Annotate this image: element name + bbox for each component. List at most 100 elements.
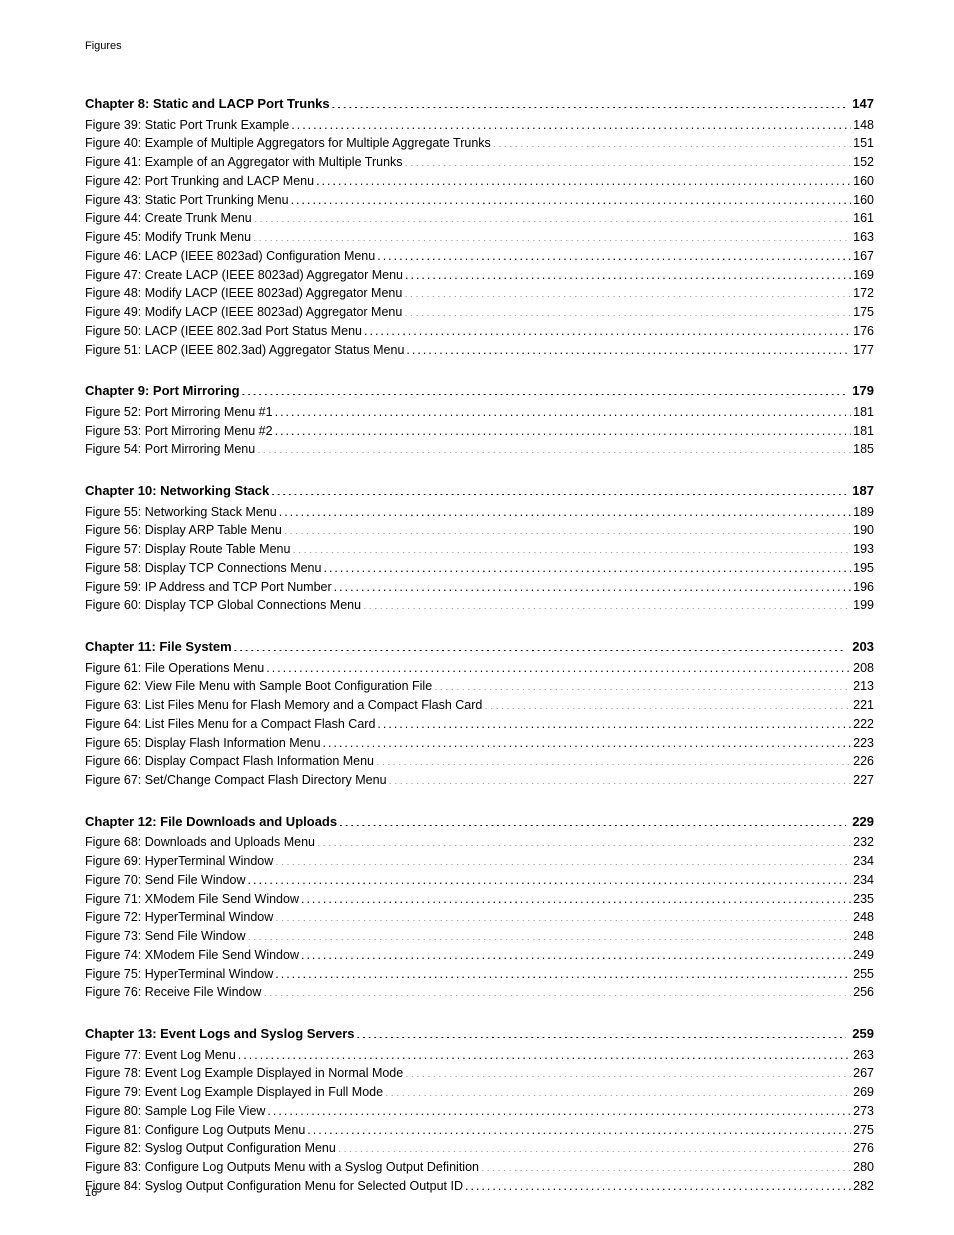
toc-entry-line[interactable]: Figure 39: Static Port Trunk Example148	[85, 116, 874, 135]
toc-leader-dots	[275, 422, 852, 435]
toc-entry-line[interactable]: Figure 66: Display Compact Flash Informa…	[85, 752, 874, 771]
toc-chapter-line[interactable]: Chapter 12: File Downloads and Uploads 2…	[85, 812, 874, 832]
toc-entry-line[interactable]: Figure 59: IP Address and TCP Port Numbe…	[85, 578, 874, 597]
toc-entry-line[interactable]: Figure 63: List Files Menu for Flash Mem…	[85, 696, 874, 715]
toc-entry-label: Figure 46: LACP (IEEE 8023ad) Configurat…	[85, 247, 375, 266]
toc-entry-line[interactable]: Figure 46: LACP (IEEE 8023ad) Configurat…	[85, 247, 874, 266]
toc-entry-label: Figure 44: Create Trunk Menu	[85, 209, 252, 228]
toc-chapter-label: Chapter 13: Event Logs and Syslog Server…	[85, 1024, 354, 1044]
toc-leader-dots	[404, 285, 851, 298]
toc-entry-label: Figure 73: Send File Window	[85, 927, 246, 946]
toc-entry-line[interactable]: Figure 58: Display TCP Connections Menu1…	[85, 559, 874, 578]
toc-entry-label: Figure 52: Port Mirroring Menu #1	[85, 403, 273, 422]
toc-entry-line[interactable]: Figure 68: Downloads and Uploads Menu232	[85, 833, 874, 852]
toc-entry-line[interactable]: Figure 72: HyperTerminal Window248	[85, 908, 874, 927]
toc-entry-label: Figure 67: Set/Change Compact Flash Dire…	[85, 771, 387, 790]
toc-entry-line[interactable]: Figure 42: Port Trunking and LACP Menu16…	[85, 172, 874, 191]
toc-chapter-line[interactable]: Chapter 13: Event Logs and Syslog Server…	[85, 1024, 874, 1044]
toc-entry-line[interactable]: Figure 82: Syslog Output Configuration M…	[85, 1139, 874, 1158]
toc-entry-page: 226	[853, 752, 874, 771]
toc-entry-line[interactable]: Figure 70: Send File Window234	[85, 871, 874, 890]
toc-chapter-label: Chapter 12: File Downloads and Uploads	[85, 812, 337, 832]
toc-chapter-line[interactable]: Chapter 10: Networking Stack 187	[85, 481, 874, 501]
toc-entry-page: 255	[853, 965, 874, 984]
toc-entry-line[interactable]: Figure 49: Modify LACP (IEEE 8023ad) Agg…	[85, 303, 874, 322]
toc-leader-dots	[406, 341, 851, 354]
page-number: 16	[85, 1187, 97, 1199]
toc-leader-dots	[317, 834, 851, 847]
toc-entry-label: Figure 72: HyperTerminal Window	[85, 908, 273, 927]
toc-entry-page: 160	[853, 172, 874, 191]
toc-entry-line[interactable]: Figure 47: Create LACP (IEEE 8023ad) Agg…	[85, 266, 874, 285]
toc-leader-dots	[316, 172, 851, 185]
toc-entry-page: 223	[853, 734, 874, 753]
toc-entry-page: 177	[853, 341, 874, 360]
toc-leader-dots	[405, 266, 851, 279]
toc-leader-dots	[291, 116, 851, 129]
toc-leader-dots	[389, 772, 852, 785]
toc-entry-line[interactable]: Figure 64: List Files Menu for a Compact…	[85, 715, 874, 734]
toc-entry-page: 276	[853, 1139, 874, 1158]
toc-entry-label: Figure 70: Send File Window	[85, 871, 246, 890]
toc-entry-page: 181	[853, 422, 874, 441]
toc-entry-line[interactable]: Figure 83: Configure Log Outputs Menu wi…	[85, 1158, 874, 1177]
toc-entry-page: 185	[853, 440, 874, 459]
toc-entry-line[interactable]: Figure 84: Syslog Output Configuration M…	[85, 1177, 874, 1196]
toc-entry-label: Figure 84: Syslog Output Configuration M…	[85, 1177, 463, 1196]
toc-leader-dots	[292, 541, 851, 554]
toc-leader-dots	[339, 813, 846, 826]
toc-leader-dots	[263, 984, 851, 997]
toc-entry-line[interactable]: Figure 50: LACP (IEEE 802.3ad Port Statu…	[85, 322, 874, 341]
toc-entry-label: Figure 66: Display Compact Flash Informa…	[85, 752, 374, 771]
toc-entry-line[interactable]: Figure 43: Static Port Trunking Menu160	[85, 191, 874, 210]
toc-entry-line[interactable]: Figure 67: Set/Change Compact Flash Dire…	[85, 771, 874, 790]
toc-entry-page: 234	[853, 852, 874, 871]
toc-entry-page: 248	[853, 927, 874, 946]
toc-entry-line[interactable]: Figure 78: Event Log Example Displayed i…	[85, 1064, 874, 1083]
toc-entry-line[interactable]: Figure 48: Modify LACP (IEEE 8023ad) Agg…	[85, 284, 874, 303]
toc-entry-line[interactable]: Figure 60: Display TCP Global Connection…	[85, 596, 874, 615]
toc-entry-line[interactable]: Figure 80: Sample Log File View273	[85, 1102, 874, 1121]
toc-entry-line[interactable]: Figure 75: HyperTerminal Window255	[85, 965, 874, 984]
toc-entry-line[interactable]: Figure 69: HyperTerminal Window234	[85, 852, 874, 871]
toc-leader-dots	[253, 229, 851, 242]
toc-entry-line[interactable]: Figure 53: Port Mirroring Menu #2181	[85, 422, 874, 441]
toc-entry-label: Figure 77: Event Log Menu	[85, 1046, 236, 1065]
toc-chapter-line[interactable]: Chapter 9: Port Mirroring 179	[85, 381, 874, 401]
toc-entry-line[interactable]: Figure 73: Send File Window 248	[85, 927, 874, 946]
toc-entry-line[interactable]: Figure 52: Port Mirroring Menu #1181	[85, 403, 874, 422]
toc-entry-line[interactable]: Figure 41: Example of an Aggregator with…	[85, 153, 874, 172]
toc-entry-line[interactable]: Figure 45: Modify Trunk Menu163	[85, 228, 874, 247]
toc-entry-line[interactable]: Figure 74: XModem File Send Window 249	[85, 946, 874, 965]
toc-entry-line[interactable]: Figure 77: Event Log Menu263	[85, 1046, 874, 1065]
toc-entry-label: Figure 63: List Files Menu for Flash Mem…	[85, 696, 482, 715]
toc-entry-label: Figure 62: View File Menu with Sample Bo…	[85, 677, 432, 696]
toc-leader-dots	[267, 1102, 851, 1115]
toc-entry-page: 196	[853, 578, 874, 597]
toc-leader-dots	[254, 210, 851, 223]
toc-entry-line[interactable]: Figure 65: Display Flash Information Men…	[85, 734, 874, 753]
toc-entry-label: Figure 74: XModem File Send Window	[85, 946, 299, 965]
toc-chapter-line[interactable]: Chapter 8: Static and LACP Port Trunks 1…	[85, 94, 874, 114]
toc-entry-line[interactable]: Figure 51: LACP (IEEE 802.3ad) Aggregato…	[85, 341, 874, 360]
toc-entry-line[interactable]: Figure 55: Networking Stack Menu189	[85, 503, 874, 522]
toc-entry-page: 249	[853, 946, 874, 965]
toc-entry-line[interactable]: Figure 79: Event Log Example Displayed i…	[85, 1083, 874, 1102]
toc-entry-line[interactable]: Figure 76: Receive File Window256	[85, 983, 874, 1002]
toc-entry-line[interactable]: Figure 62: View File Menu with Sample Bo…	[85, 677, 874, 696]
toc-entry-line[interactable]: Figure 71: XModem File Send Window235	[85, 890, 874, 909]
toc-entry-line[interactable]: Figure 57: Display Route Table Menu193	[85, 540, 874, 559]
toc-chapter-page: 187	[848, 481, 874, 501]
toc-chapter-page: 259	[848, 1024, 874, 1044]
toc-entry-line[interactable]: Figure 44: Create Trunk Menu161	[85, 209, 874, 228]
toc-entry-line[interactable]: Figure 81: Configure Log Outputs Menu275	[85, 1121, 874, 1140]
toc-chapter-page: 179	[848, 381, 874, 401]
toc-entry-page: 190	[853, 521, 874, 540]
toc-entry-line[interactable]: Figure 56: Display ARP Table Menu190	[85, 521, 874, 540]
toc-entry-line[interactable]: Figure 61: File Operations Menu208	[85, 659, 874, 678]
toc-chapter-line[interactable]: Chapter 11: File System 203	[85, 637, 874, 657]
toc-chapter-page: 203	[848, 637, 874, 657]
toc-entry-line[interactable]: Figure 40: Example of Multiple Aggregato…	[85, 134, 874, 153]
toc-leader-dots	[291, 191, 852, 204]
toc-entry-line[interactable]: Figure 54: Port Mirroring Menu185	[85, 440, 874, 459]
